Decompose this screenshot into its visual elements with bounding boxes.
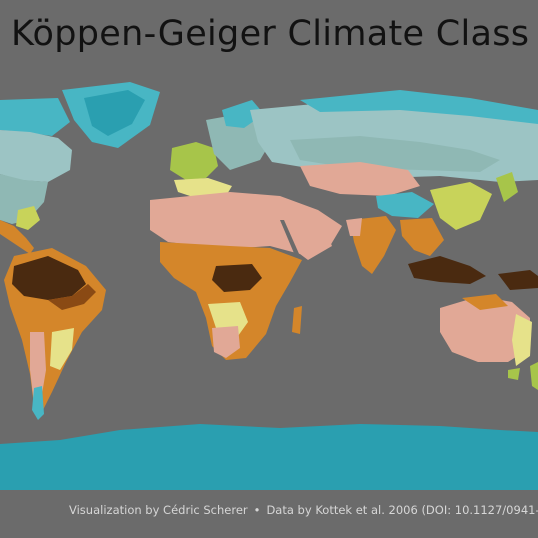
southeast-asia (400, 218, 444, 256)
east-asia-humid (430, 182, 492, 230)
mediterranean-europe (174, 178, 232, 198)
korea-japan (496, 172, 518, 202)
amazon-monsoon (48, 284, 96, 310)
red-sea (280, 220, 300, 258)
australia-east-humid (512, 314, 532, 366)
north-america-temperate (0, 174, 48, 224)
africa-savanna (160, 242, 302, 360)
australia-desert (440, 296, 530, 362)
north-america-tundra (0, 98, 70, 136)
arctic-tundra-asia (300, 90, 538, 124)
patagonia-cold (32, 386, 44, 420)
credit-text: Visualization by Cédric Scherer (69, 503, 248, 517)
new-zealand (530, 362, 538, 390)
world-climate-map (0, 82, 538, 490)
madagascar (292, 306, 302, 334)
kalahari-desert (212, 326, 240, 358)
india-desert (346, 218, 362, 236)
central-asia-desert (300, 162, 420, 196)
central-america (0, 220, 34, 254)
north-america-subarctic (0, 130, 72, 182)
india-savanna (350, 216, 396, 274)
congo-rainforest (212, 264, 262, 292)
map-title: Köppen-Geiger Climate Class (11, 14, 530, 54)
map-caption: Visualization by Cédric Scherer • Data by … (69, 503, 538, 517)
tasmania (508, 368, 520, 380)
greenland-core (84, 90, 145, 136)
separator-dot: • (253, 503, 261, 517)
tibet-tundra (376, 192, 434, 218)
source-text: Data by Kottek et al. 2006 (DOI: 10.1127… (266, 503, 538, 517)
indonesia-rainforest (408, 256, 486, 284)
south-america-steppe (50, 328, 74, 370)
australia-north-savanna (462, 294, 508, 310)
europe-oceanic (170, 142, 218, 180)
amazon-rainforest (12, 256, 86, 300)
arabian-peninsula (280, 218, 332, 260)
new-guinea (498, 270, 538, 290)
asia-continental (290, 136, 500, 172)
usa-humid-subtropical (16, 206, 40, 230)
antarctica-ice (0, 424, 538, 490)
